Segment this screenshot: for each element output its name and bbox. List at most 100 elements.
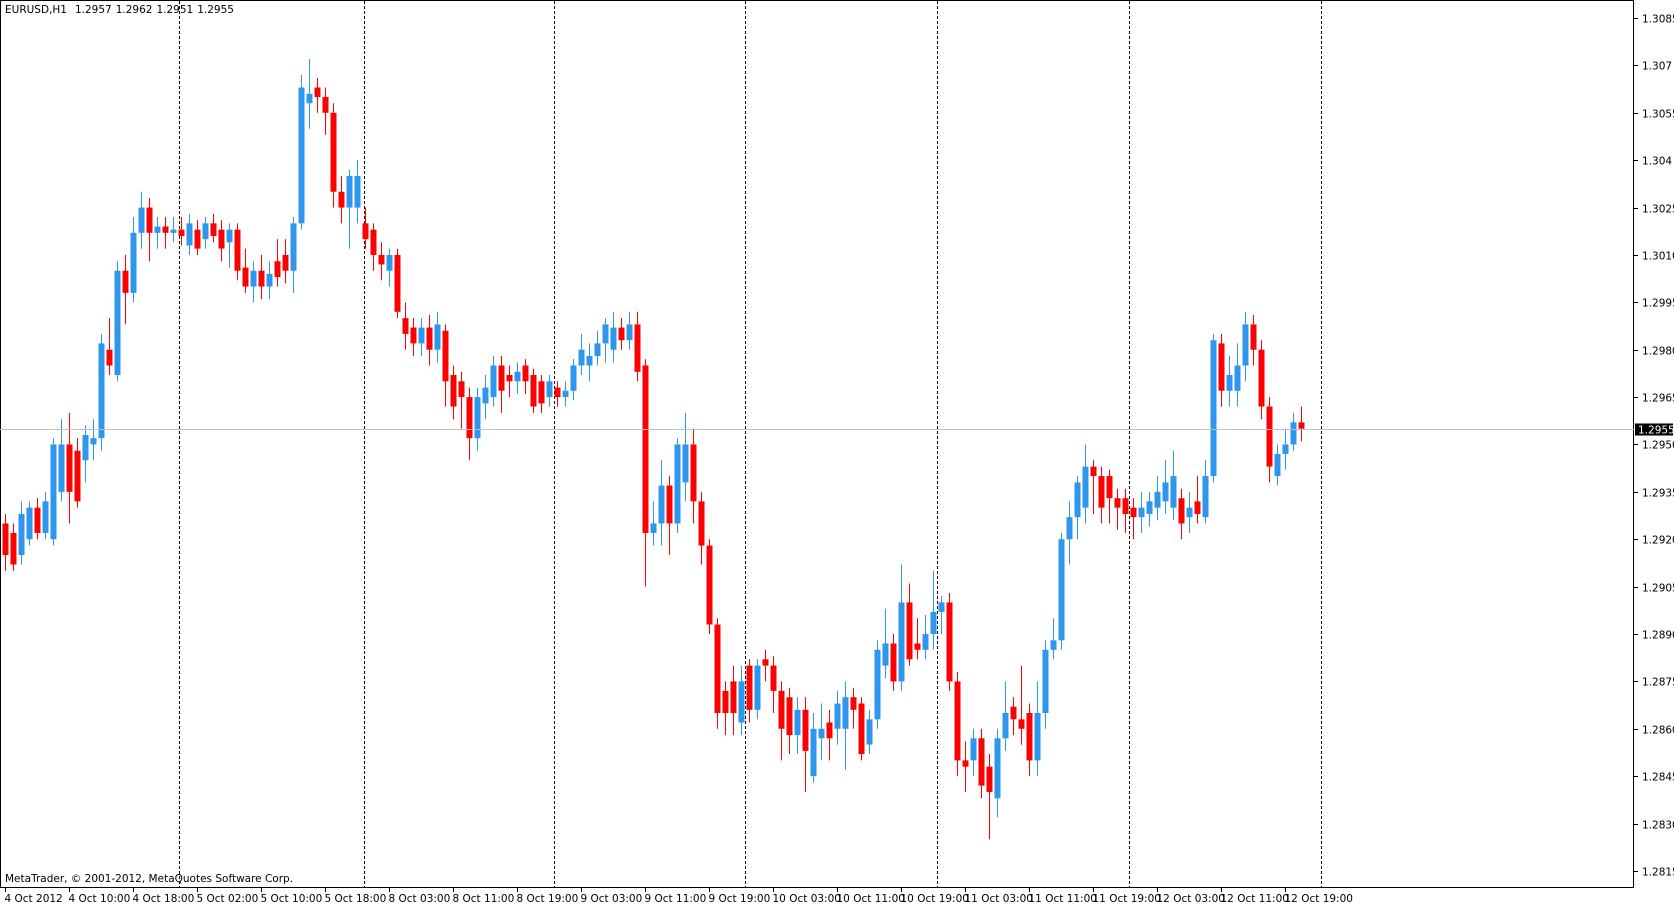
candle-body [1082,466,1089,508]
candle-body [698,501,705,546]
y-tick-label: 1.2845 [1642,772,1674,784]
candle-body [338,191,345,208]
candle-body [538,381,545,404]
candle-body [514,371,521,382]
candle-body [154,226,161,233]
candle-body [26,507,33,540]
candle-body [826,722,833,739]
last-open: 1.2957 [75,4,112,16]
candle-body [682,444,689,483]
candle-body [314,87,321,97]
candle-body [242,267,249,287]
x-tick-label: 8 Oct 03:00 [389,893,451,905]
candle-body [898,602,905,682]
candle-body [1186,507,1193,518]
candle-body [1106,476,1113,499]
candle-body [1146,501,1153,514]
candle-body [1202,476,1209,518]
y-tick-label: 1.304 [1642,156,1672,168]
candle-body [1130,507,1137,518]
y-tick-label: 1.2995 [1642,298,1674,310]
y-tick-label: 1.2860 [1642,725,1674,737]
candle-body [1194,501,1201,514]
candle-body [218,229,225,249]
candle-body [10,532,17,565]
y-tick-label: 1.3025 [1642,204,1674,216]
candle-body [1002,712,1009,739]
candle-body [586,356,593,366]
candle-body [234,229,241,271]
candle-body [210,223,217,236]
y-tick-label: 1.2890 [1642,630,1674,642]
candle-body [1026,712,1033,761]
candle-body [410,327,417,344]
candle-body [882,643,889,666]
candle-body [1258,349,1265,407]
candle-body [282,254,289,271]
candle-body [866,719,873,745]
x-tick-label: 9 Oct 11:00 [645,893,707,905]
candle-body [226,229,233,243]
candle-body [1090,466,1097,477]
candle-body [394,254,401,312]
candle-body [570,365,577,391]
y-tick-label: 1.3085 [1642,14,1674,26]
candle-body [666,485,673,524]
x-tick-label: 10 Oct 11:00 [837,893,905,905]
candle-body [1274,453,1281,477]
candle-body [522,365,529,382]
candle-body [290,223,297,271]
candle-body [58,444,65,492]
candle-body [986,766,993,792]
candle-body [730,681,737,713]
candle-body [1218,343,1225,391]
candle-body [498,365,505,391]
price-label: 1.2955 [1638,425,1674,437]
x-tick-label: 4 Oct 10:00 [69,893,131,905]
candle-body [594,343,601,357]
candle-body [746,665,753,710]
last-close: 1.2955 [197,4,234,16]
candle-body [266,273,273,287]
candle-body [482,387,489,404]
candle-body [162,226,169,233]
candle-body [442,330,449,382]
candle-body [962,760,969,767]
candle-body [858,703,865,755]
candle-body [426,327,433,350]
symbol: EURUSD,H1 [5,4,67,16]
last-low: 1.2951 [156,4,193,16]
candle-body [834,703,841,729]
candle-body [794,709,801,736]
candle-body [114,270,121,375]
candles [2,59,1305,840]
candle-body [546,381,553,398]
candle-body [762,659,769,666]
candle-body [346,175,353,208]
plot-frame [0,0,1634,888]
candle-body [130,232,137,293]
candle-body [890,643,897,682]
y-tick-label: 1.2875 [1642,677,1674,689]
candle-body [386,254,393,271]
candle-body [634,324,641,372]
y-tick-label: 1.2935 [1642,488,1674,500]
candle-body [1034,712,1041,761]
candle-body [1210,340,1217,477]
x-tick-label: 5 Oct 10:00 [261,893,323,905]
x-tick-label: 10 Oct 03:00 [773,893,841,905]
candle-body [362,223,369,240]
candle-body [186,223,193,246]
candle-body [1010,706,1017,720]
candle-body [706,545,713,625]
candle-body [2,523,9,556]
candle-body [466,397,473,439]
candle-body [610,327,617,350]
x-tick-label: 12 Oct 11:00 [1221,893,1289,905]
candle-body [946,602,953,682]
candle-body [490,365,497,398]
candle-body [578,349,585,366]
candle-body [602,324,609,344]
x-tick-label: 9 Oct 19:00 [709,893,771,905]
